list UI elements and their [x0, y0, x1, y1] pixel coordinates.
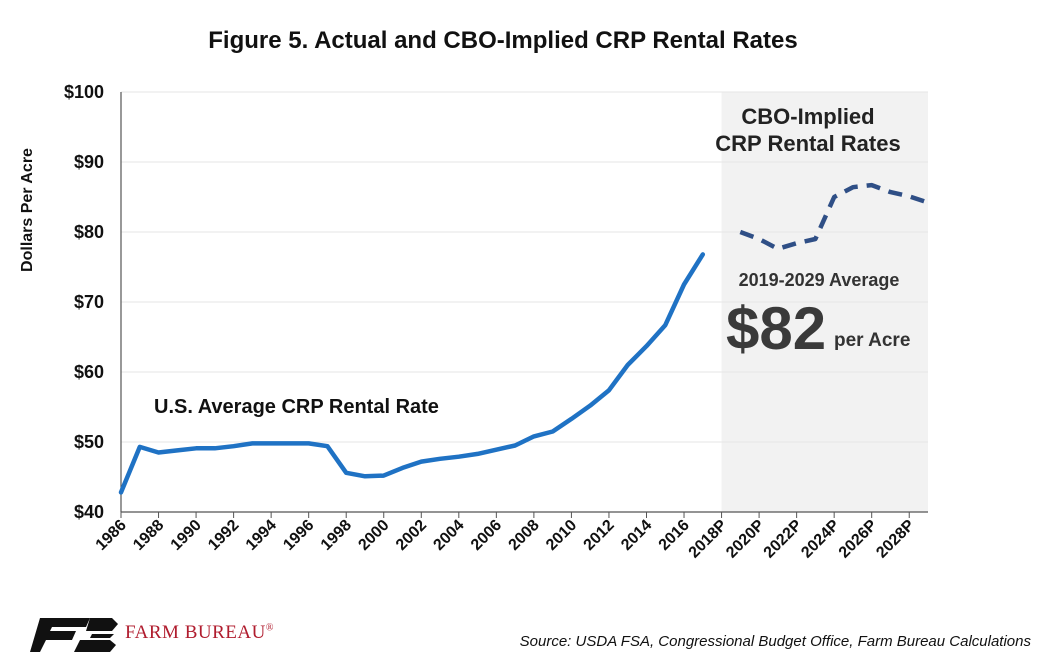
logo-registered-mark: ® [265, 622, 274, 634]
x-tick-label: 2014 [618, 517, 655, 554]
x-tick-label: 2024P [798, 517, 843, 562]
y-tick-label: $60 [74, 362, 104, 382]
x-tick-label: 2018P [686, 517, 731, 562]
logo-text: FARM BUREAU [125, 622, 266, 643]
x-tick-label: 1992 [205, 517, 242, 554]
series [118, 182, 929, 495]
y-tick-label: $50 [74, 432, 104, 452]
cbo-implied-rental-rate-line [739, 182, 929, 252]
y-tick-label: $40 [74, 502, 104, 522]
actual-series-label: U.S. Average CRP Rental Rate [154, 396, 439, 418]
x-tick-label: 2022P [761, 517, 806, 562]
x-tick-label: 1990 [168, 517, 205, 554]
y-ticks: $40 $50 $60 $70 $80 $90 $100 [64, 82, 104, 522]
x-tick-label: 1998 [318, 517, 355, 554]
x-tick-label: 2000 [355, 517, 392, 554]
x-tick-label: 2028P [873, 517, 918, 562]
x-tick-label: 2008 [506, 517, 543, 554]
x-tick-label: 2012 [581, 517, 618, 554]
average-value: $82 [726, 295, 826, 362]
farm-bureau-logo-text: FARM BUREAU® [125, 622, 274, 644]
farm-bureau-logo-icon [30, 618, 118, 652]
x-tick-label: 2006 [468, 517, 505, 554]
axes [120, 92, 928, 518]
chart-title: Figure 5. Actual and CBO-Implied CRP Ren… [208, 27, 797, 54]
source-note: Source: USDA FSA, Congressional Budget O… [519, 633, 1031, 650]
y-axis-label: Dollars Per Acre [19, 148, 36, 272]
x-ticks: 1986 1988 1990 1992 1994 1996 1998 2000 2002 2004… [93, 517, 919, 562]
farm-bureau-logo: FARM BUREAU® [30, 612, 290, 656]
projection-title-line1: CBO-Implied [741, 104, 874, 129]
y-tick-label: $90 [74, 152, 104, 172]
y-tick-label: $80 [74, 222, 104, 242]
chart: Figure 5. Actual and CBO-Implied CRP Ren… [19, 27, 929, 562]
y-tick-label: $70 [74, 292, 104, 312]
y-tick-label: $100 [64, 82, 104, 102]
x-tick-label: 2020P [723, 517, 768, 562]
average-label: 2019-2029 Average [739, 270, 900, 290]
average-unit: per Acre [834, 330, 910, 351]
x-tick-label: 2002 [393, 517, 430, 554]
projection-title-line2: CRP Rental Rates [715, 131, 900, 156]
x-tick-label: 2026P [836, 517, 881, 562]
x-tick-label: 1988 [130, 517, 167, 554]
x-tick-label: 2004 [430, 517, 467, 554]
actual-rental-rate-line [118, 252, 706, 495]
x-tick-label: 2010 [543, 517, 580, 554]
x-tick-label: 1994 [243, 517, 280, 554]
x-tick-label: 1986 [93, 517, 130, 554]
x-tick-label: 1996 [280, 517, 317, 554]
